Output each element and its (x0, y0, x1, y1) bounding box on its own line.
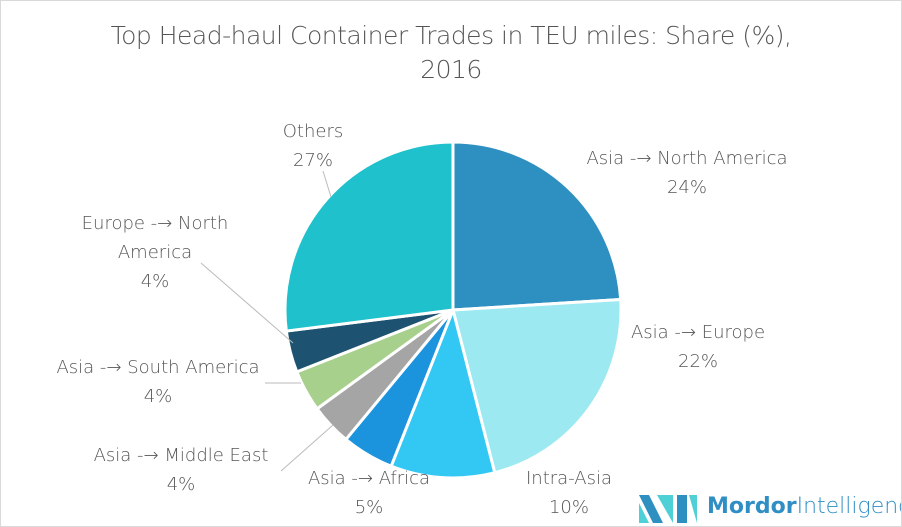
label-value: 4% (166, 474, 196, 495)
logo-mark-icon (639, 495, 697, 523)
data-label-asia-north-america: Asia -→ North America 24% (586, 144, 787, 202)
label-value: 10% (548, 497, 589, 518)
title-line-1: Top Head-haul Container Trades in TEU mi… (110, 21, 792, 50)
label-value: 5% (354, 497, 384, 518)
pie-slice-intra-asia (389, 305, 497, 480)
data-label-asia-africa: Asia -→ Africa 5% (308, 464, 430, 522)
label-name: America (117, 242, 193, 263)
data-label-intra-asia: Intra-Asia 10% (526, 464, 612, 522)
logo-text: MordorIntelligence (707, 494, 901, 519)
data-label-asia-middle-east: Asia -→ Middle East 4% (94, 441, 269, 499)
label-value: 24% (666, 177, 707, 198)
data-label-asia-south-america: Asia -→ South America 4% (56, 353, 259, 411)
label-name: Asia -→ Africa (307, 468, 431, 489)
leader-line (200, 262, 294, 344)
label-value: 27% (292, 150, 333, 171)
title-line-2: 2016 (420, 55, 482, 84)
label-name: Europe -→ North (81, 213, 229, 234)
leader-line (280, 424, 334, 472)
label-name: Asia -→ North America (586, 148, 788, 169)
label-value: 4% (143, 386, 173, 407)
logo-bold: Mordor (707, 494, 797, 519)
leader-line (322, 170, 332, 198)
data-label-asia-europe: Asia -→ Europe 22% (631, 318, 765, 376)
pie-slice-others (283, 140, 455, 333)
label-name: Asia -→ Middle East (93, 445, 269, 466)
chart-title: Top Head-haul Container Trades in TEU mi… (1, 19, 901, 87)
data-label-others: Others 27% (283, 117, 344, 175)
mordor-intelligence-logo: MordorIntelligence (639, 493, 901, 525)
label-name: Others (282, 121, 344, 142)
label-name: Asia -→ Europe (630, 322, 766, 343)
label-name: Intra-Asia (525, 468, 613, 489)
label-name: Asia -→ South America (56, 357, 260, 378)
label-value: 22% (677, 351, 719, 372)
data-label-europe-north-america: Europe -→ North America 4% (82, 209, 229, 296)
pie-slice-asia-europe (451, 297, 623, 475)
pie-slice-asia-north-america (451, 140, 623, 312)
label-value: 4% (140, 271, 170, 292)
logo-light: Intelligence (796, 494, 901, 519)
